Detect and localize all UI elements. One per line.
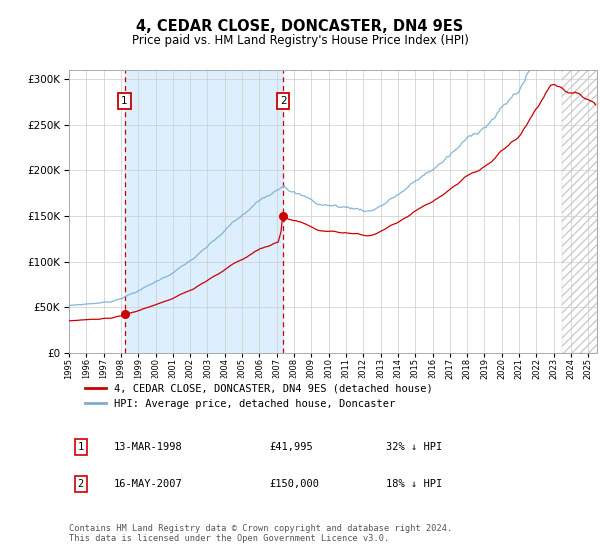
- Text: £150,000: £150,000: [269, 479, 320, 489]
- Text: Contains HM Land Registry data © Crown copyright and database right 2024.
This d: Contains HM Land Registry data © Crown c…: [69, 524, 452, 543]
- Text: Price paid vs. HM Land Registry's House Price Index (HPI): Price paid vs. HM Land Registry's House …: [131, 34, 469, 47]
- Text: 1: 1: [77, 442, 84, 452]
- Text: 18% ↓ HPI: 18% ↓ HPI: [386, 479, 442, 489]
- Text: 16-MAY-2007: 16-MAY-2007: [114, 479, 182, 489]
- Text: 13-MAR-1998: 13-MAR-1998: [114, 442, 182, 452]
- Bar: [562, 70, 597, 353]
- Legend: 4, CEDAR CLOSE, DONCASTER, DN4 9ES (detached house), HPI: Average price, detache: 4, CEDAR CLOSE, DONCASTER, DN4 9ES (deta…: [79, 379, 438, 414]
- Text: 32% ↓ HPI: 32% ↓ HPI: [386, 442, 442, 452]
- Text: 4, CEDAR CLOSE, DONCASTER, DN4 9ES: 4, CEDAR CLOSE, DONCASTER, DN4 9ES: [136, 20, 464, 34]
- Text: 1: 1: [121, 96, 128, 106]
- Text: 2: 2: [77, 479, 84, 489]
- Text: £41,995: £41,995: [269, 442, 313, 452]
- Bar: [562, 70, 597, 353]
- Text: 2: 2: [280, 96, 286, 106]
- Bar: [125, 70, 283, 353]
